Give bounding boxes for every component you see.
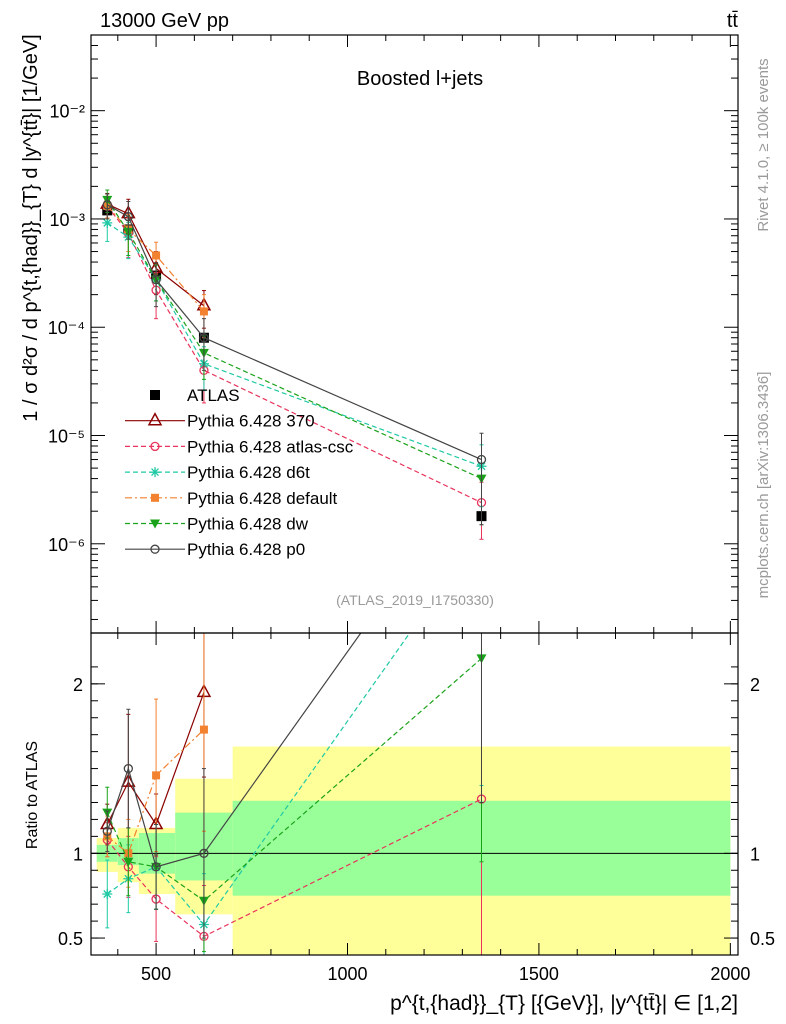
legend-label-atlas_csc: Pythia 6.428 atlas-csc <box>187 437 354 456</box>
main-y-tick-label: 10⁻⁵ <box>48 427 85 447</box>
main-y-tick-label: 10⁻⁴ <box>48 318 85 338</box>
legend-label-atlas: ATLAS <box>187 386 240 405</box>
series-line-p370 <box>107 203 205 307</box>
header-final-state-label: tt̄ <box>727 10 739 32</box>
legend-label-d6t: Pythia 6.428 d6t <box>187 463 310 482</box>
legend: ATLAS Pythia 6.428 370 Pythia 6.428 atlas-… <box>125 386 354 559</box>
legend-label-p0: Pythia 6.428 p0 <box>187 540 305 559</box>
ratio-point-p0 <box>123 763 133 774</box>
legend-item-d6t: Pythia 6.428 d6t <box>125 463 310 482</box>
main-y-tick-label: 10⁻³ <box>49 210 85 230</box>
data-point-p0 <box>476 454 487 465</box>
legend-marker-atlas_csc <box>150 441 160 452</box>
legend-label-default: Pythia 6.428 default <box>187 489 338 508</box>
series-line-dw <box>106 199 482 480</box>
main-y-tick-label: 10⁻² <box>49 102 85 122</box>
ratio-y-tick-label-right: 0.5 <box>750 929 775 949</box>
rivet-version-label: Rivet 4.1.0, ≥ 100k events <box>755 58 772 231</box>
x-tick-label: 500 <box>141 964 171 984</box>
legend-marker-p370 <box>147 412 163 426</box>
legend-label-dw: Pythia 6.428 dw <box>187 515 309 534</box>
ratio-point-d6t <box>102 888 113 899</box>
ratio-point-default <box>152 771 161 780</box>
legend-label-p370: Pythia 6.428 370 <box>187 412 315 431</box>
data-point-p0 <box>151 275 161 285</box>
data-point-default <box>199 307 208 316</box>
ratio-line-p370 <box>106 692 205 826</box>
ratio-y-tick-label-right: 2 <box>750 675 760 695</box>
ratio-point-p0 <box>102 826 112 836</box>
legend-item-p0: Pythia 6.428 p0 <box>125 540 305 559</box>
data-point-default <box>152 251 161 260</box>
legend-marker-d6t <box>150 467 160 478</box>
data-point-p0 <box>123 212 133 222</box>
x-tick-label: 2000 <box>710 964 750 984</box>
legend-item-atlas: ATLAS <box>150 386 240 405</box>
data-point-p0 <box>199 333 209 343</box>
ratio-y-tick-label-right: 1 <box>750 844 760 864</box>
series-line-atlas_csc <box>106 205 482 504</box>
legend-item-default: Pythia 6.428 default <box>125 489 338 508</box>
chart-title: Boosted l+jets <box>357 68 483 90</box>
ratio-point-p0 <box>151 862 161 872</box>
ratio-point-p0 <box>199 848 209 858</box>
ratio-point-default <box>199 725 208 734</box>
legend-marker-default <box>151 493 159 502</box>
legend-item-atlas_csc: Pythia 6.428 atlas-csc <box>125 437 354 456</box>
main-y-axis-label: 1 / σ d²σ / d p^{t,{had}}_{T} d |y^{tt̄}… <box>20 34 42 421</box>
series-line-default <box>106 205 205 312</box>
legend-marker-dw <box>150 519 160 529</box>
data-point-p0 <box>102 200 112 210</box>
x-tick-label: 1500 <box>519 964 559 984</box>
legend-marker-p0 <box>150 544 160 554</box>
legend-marker-atlas <box>150 390 160 400</box>
legend-item-dw: Pythia 6.428 dw <box>125 515 309 534</box>
ratio-y-tick-label: 2 <box>73 675 83 695</box>
analysis-id-label: (ATLAS_2019_I1750330) <box>336 592 494 608</box>
main-y-tick-label: 10⁻⁶ <box>48 535 85 555</box>
legend-item-p370: Pythia 6.428 370 <box>125 412 315 431</box>
data-point-d6t <box>102 217 113 228</box>
x-axis-label: p^{t,{had}}_{T} [{GeV}], |y^{tt̄}| ∈ [1,… <box>390 992 738 1015</box>
ratio-y-tick-label: 1 <box>73 844 83 864</box>
ratio-point-dw <box>123 857 134 867</box>
header-process-label: 13000 GeV pp <box>100 10 229 32</box>
ratio-frame <box>90 632 739 956</box>
x-tick-label: 1000 <box>327 964 367 984</box>
ratio-y-axis-label: Ratio to ATLAS <box>24 741 41 849</box>
ratio-y-tick-label: 0.5 <box>58 929 83 949</box>
mcplots-label: mcplots.cern.ch [arXiv:1306.3436] <box>755 372 772 599</box>
